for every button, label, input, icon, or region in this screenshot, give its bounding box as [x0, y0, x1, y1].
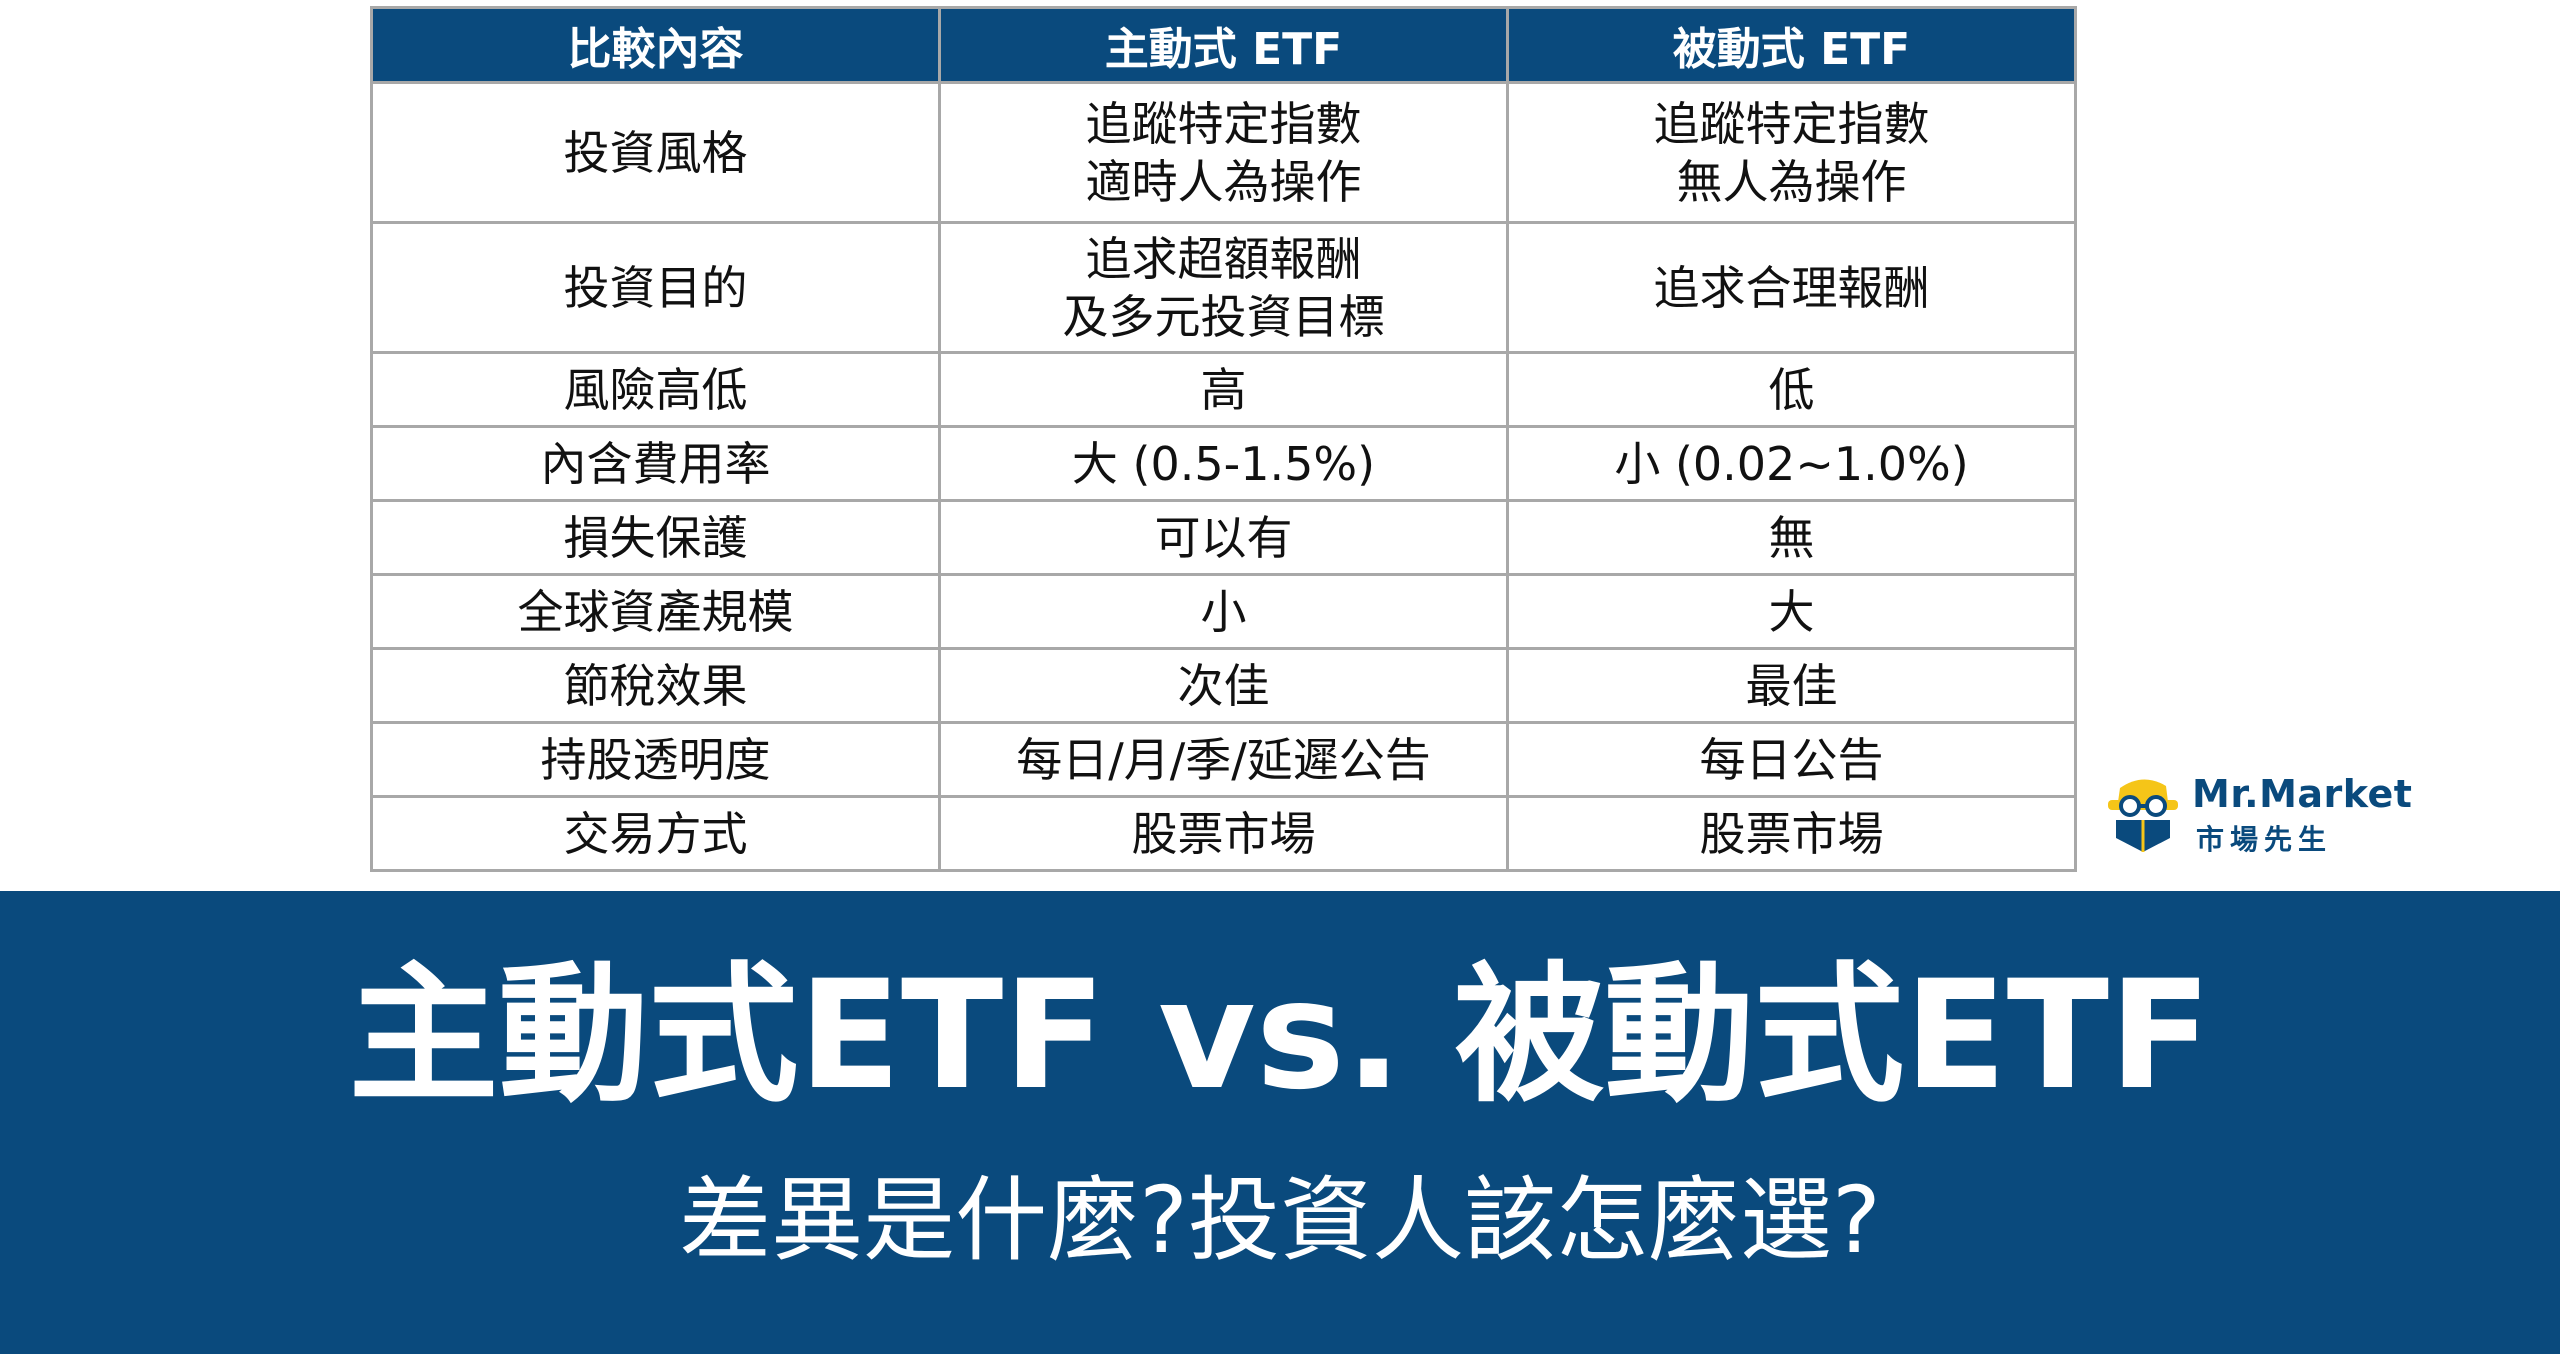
header-passive-etf: 被動式 ETF	[1506, 6, 2077, 84]
passive-cell: 追求合理報酬	[1506, 221, 2077, 354]
active-cell: 追求超額報酬 及多元投資目標	[938, 221, 1509, 354]
passive-cell: 無	[1506, 499, 2077, 576]
row-label: 損失保護	[370, 499, 941, 576]
title-banner: 主動式ETF vs. 被動式ETF 差異是什麼?投資人該怎麼選?	[0, 891, 2560, 1354]
mr-market-logo: Mr.Market 市場先生	[2106, 772, 2446, 856]
row-label: 內含費用率	[370, 425, 941, 502]
active-cell: 股票市場	[938, 795, 1509, 872]
comparison-section: 比較內容 主動式 ETF 被動式 ETF 投資風格 追蹤特定指數 適時人為操作 …	[370, 6, 2446, 872]
passive-cell: 追蹤特定指數 無人為操作	[1506, 81, 2077, 224]
table-row: 投資目的 追求超額報酬 及多元投資目標 追求合理報酬	[370, 221, 2077, 354]
passive-cell: 最佳	[1506, 647, 2077, 724]
active-cell: 大 (0.5-1.5%)	[938, 425, 1509, 502]
passive-cell: 大	[1506, 573, 2077, 650]
table-row: 交易方式 股票市場 股票市場	[370, 795, 2077, 872]
table-header-row: 比較內容 主動式 ETF 被動式 ETF	[370, 6, 2077, 84]
row-label: 交易方式	[370, 795, 941, 872]
table-row: 損失保護 可以有 無	[370, 499, 2077, 576]
passive-cell: 低	[1506, 351, 2077, 428]
header-active-etf: 主動式 ETF	[938, 6, 1509, 84]
table-row: 節稅效果 次佳 最佳	[370, 647, 2077, 724]
table-row: 風險高低 高 低	[370, 351, 2077, 428]
active-cell: 可以有	[938, 499, 1509, 576]
page-subtitle: 差異是什麼?投資人該怎麼選?	[679, 1167, 1881, 1274]
active-cell: 次佳	[938, 647, 1509, 724]
row-label: 投資目的	[370, 221, 941, 354]
logo-name: Mr.Market	[2192, 772, 2413, 816]
table-row: 持股透明度 每日/月/季/延遲公告 每日公告	[370, 721, 2077, 798]
logo-name-cn: 市場先生	[2196, 823, 2333, 856]
row-label: 持股透明度	[370, 721, 941, 798]
row-label: 節稅效果	[370, 647, 941, 724]
row-label: 投資風格	[370, 81, 941, 224]
passive-cell: 股票市場	[1506, 795, 2077, 872]
table-row: 內含費用率 大 (0.5-1.5%) 小 (0.02~1.0%)	[370, 425, 2077, 502]
row-label: 風險高低	[370, 351, 941, 428]
row-label: 全球資產規模	[370, 573, 941, 650]
active-cell: 小	[938, 573, 1509, 650]
table-row: 投資風格 追蹤特定指數 適時人為操作 追蹤特定指數 無人為操作	[370, 81, 2077, 224]
passive-cell: 小 (0.02~1.0%)	[1506, 425, 2077, 502]
mr-market-mascot-icon	[2108, 779, 2178, 852]
table-row: 全球資產規模 小 大	[370, 573, 2077, 650]
page-title: 主動式ETF vs. 被動式ETF	[348, 949, 2212, 1123]
passive-cell: 每日公告	[1506, 721, 2077, 798]
header-criteria: 比較內容	[370, 6, 941, 84]
active-cell: 高	[938, 351, 1509, 428]
active-cell: 每日/月/季/延遲公告	[938, 721, 1509, 798]
comparison-table: 比較內容 主動式 ETF 被動式 ETF 投資風格 追蹤特定指數 適時人為操作 …	[370, 6, 2077, 872]
active-cell: 追蹤特定指數 適時人為操作	[938, 81, 1509, 224]
